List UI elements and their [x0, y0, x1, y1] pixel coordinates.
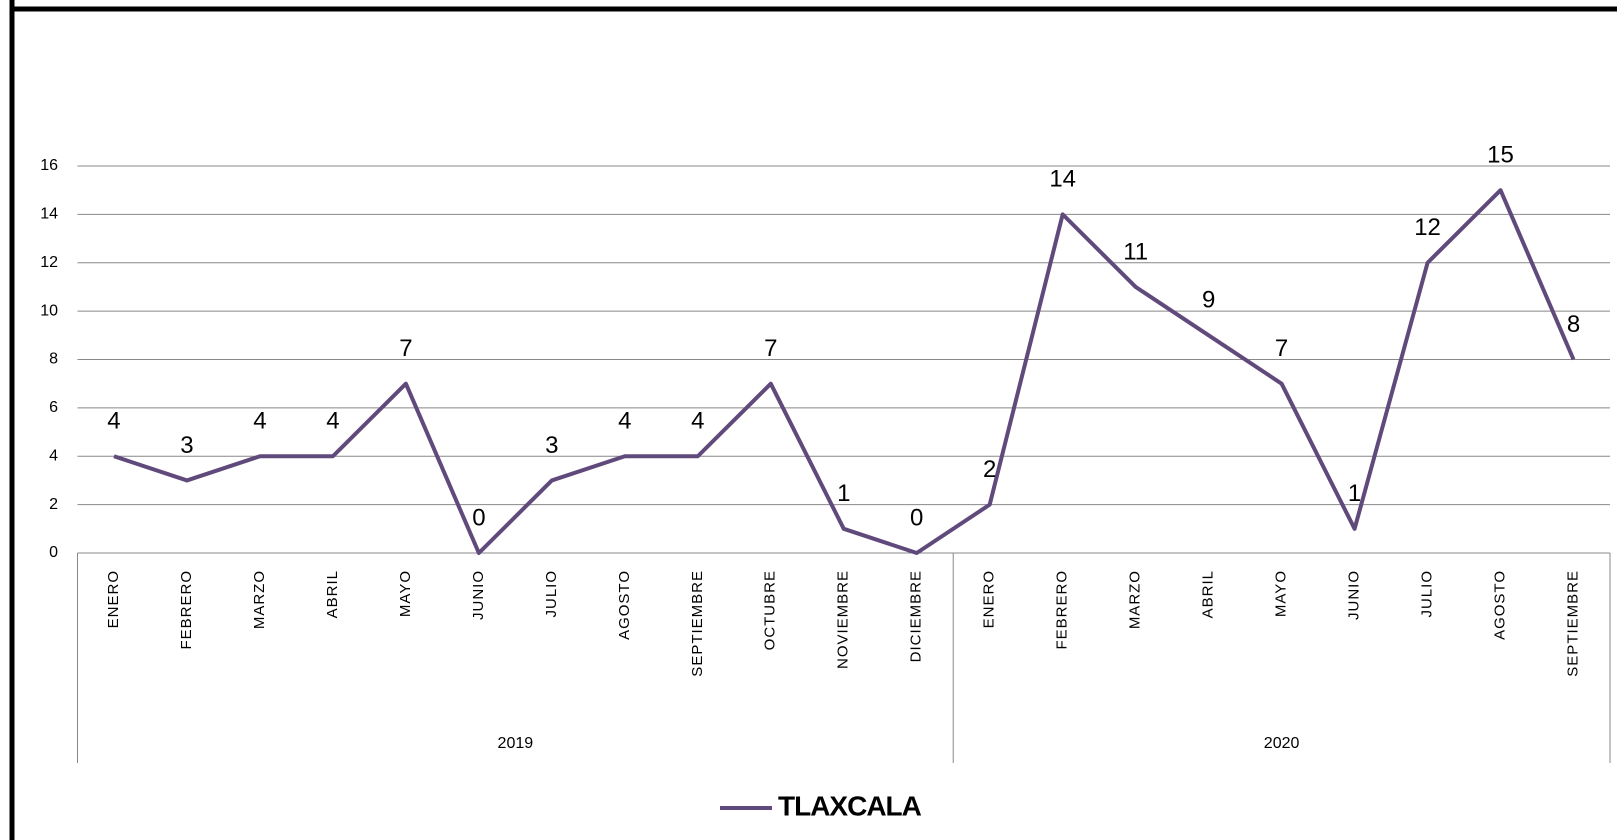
data-label: 4	[253, 408, 266, 435]
line-series	[113, 188, 1576, 555]
x-tick-label: MARZO	[1127, 570, 1144, 629]
group-label: 2019	[498, 735, 534, 752]
data-label: 7	[764, 335, 777, 362]
data-label: 4	[107, 408, 120, 435]
data-label: 15	[1487, 142, 1514, 169]
y-tick-label: 16	[40, 157, 58, 174]
data-label: 4	[618, 408, 631, 435]
data-label: 8	[1567, 311, 1580, 338]
x-tick-label: SEPTIEMBRE	[1564, 570, 1581, 677]
data-label: 9	[1202, 287, 1215, 314]
x-tick-label: ABRIL	[324, 570, 341, 618]
x-tick-label: JULIO	[543, 570, 560, 618]
x-tick-label: MAYO	[1273, 570, 1290, 617]
y-tick-label: 10	[40, 302, 58, 319]
group-label: 2020	[1264, 735, 1300, 752]
y-tick-label: 8	[49, 351, 58, 368]
y-tick-label: 4	[49, 447, 58, 464]
x-tick-label: FEBRERO	[1054, 570, 1071, 650]
x-tick-label: DICIEMBRE	[908, 570, 925, 662]
data-label: 1	[837, 480, 850, 507]
x-tick-label: AGOSTO	[616, 570, 633, 640]
legend-label: TLAXCALA	[778, 790, 922, 821]
x-tick-label: OCTUBRE	[762, 570, 779, 650]
x-tick-label: NOVIEMBRE	[835, 570, 852, 669]
data-label: 1	[1348, 480, 1361, 507]
data-label: 2	[983, 456, 996, 483]
y-tick-label: 14	[40, 206, 58, 223]
data-label: 12	[1414, 214, 1441, 241]
data-label: 7	[399, 335, 412, 362]
x-tick-label: ENERO	[105, 570, 122, 628]
data-label: 4	[691, 408, 704, 435]
x-tick-label: ENERO	[981, 570, 998, 628]
data-label: 4	[326, 408, 339, 435]
x-tick-label: MAYO	[397, 570, 414, 617]
x-tick-label: JUNIO	[470, 570, 487, 620]
x-tick-label: FEBRERO	[178, 570, 195, 650]
x-tick-label: SEPTIEMBRE	[689, 570, 706, 677]
y-tick-label: 6	[49, 399, 58, 416]
data-label: 11	[1123, 238, 1148, 265]
y-tick-label: 0	[49, 544, 58, 561]
data-label: 0	[910, 504, 923, 531]
data-label: 7	[1275, 335, 1288, 362]
x-tick-label: JULIO	[1419, 570, 1436, 618]
x-tick-label: JUNIO	[1346, 570, 1363, 620]
data-label: 3	[545, 432, 558, 459]
data-label: 3	[180, 432, 193, 459]
x-tick-label: AGOSTO	[1492, 570, 1509, 640]
y-tick-label: 2	[49, 496, 58, 513]
data-label: 14	[1049, 166, 1076, 193]
x-tick-label: ABRIL	[1200, 570, 1217, 618]
y-tick-label: 12	[40, 254, 58, 271]
data-label: 0	[472, 504, 485, 531]
x-tick-label: MARZO	[251, 570, 268, 629]
